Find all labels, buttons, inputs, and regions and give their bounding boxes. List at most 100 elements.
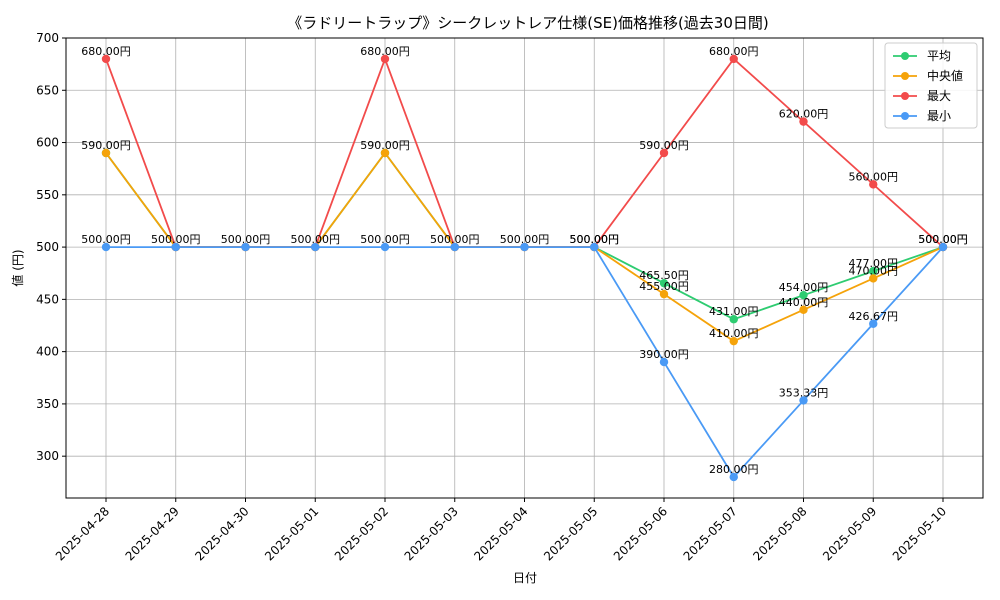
data-point [729, 472, 738, 482]
x-tick-label: 2025-05-03 [402, 504, 461, 563]
data-label: 560.00円 [849, 170, 899, 183]
data-point [659, 278, 669, 288]
y-tick-label: 500 [36, 240, 59, 254]
data-point [311, 242, 320, 252]
y-tick-label: 450 [36, 292, 59, 306]
x-tick-label: 2025-05-01 [262, 504, 321, 563]
x-axis: 2025-04-28 2025-04-29 2025-04-30 2025-05-01… [53, 498, 949, 563]
legend-label: 最小 [927, 109, 951, 123]
data-point [380, 54, 390, 64]
data-point [590, 242, 599, 252]
y-tick-label: 300 [36, 449, 59, 463]
data-point [659, 357, 669, 367]
data-label: 426.67円 [849, 310, 899, 323]
data-label: 500.00円 [918, 233, 968, 246]
x-tick-label: 2025-04-29 [123, 504, 182, 563]
data-label: 440.00円 [779, 296, 829, 309]
legend-label: 中央値 [927, 68, 963, 83]
data-point [729, 54, 738, 64]
legend-swatch-marker [901, 72, 909, 80]
legend-label: 平均 [927, 49, 951, 63]
data-point [938, 242, 948, 252]
data-label: 500.00円 [360, 233, 410, 246]
x-tick-label: 2025-05-06 [611, 504, 670, 563]
y-tick-label: 350 [36, 397, 59, 411]
y-axis-label: 値 (円) [10, 249, 25, 286]
data-label: 455.00円 [639, 280, 689, 293]
data-label: 680.00円 [360, 45, 410, 58]
legend-swatch-marker [901, 112, 909, 120]
data-label: 500.00円 [918, 233, 968, 246]
legend-swatch-marker [901, 52, 909, 60]
data-point [869, 180, 878, 189]
data-label: 500.00円 [570, 233, 620, 246]
data-label: 500.00円 [291, 233, 341, 246]
data-point [380, 242, 390, 252]
data-label: 500.00円 [570, 233, 620, 246]
data-point [799, 117, 808, 126]
data-label: 470.00円 [849, 264, 899, 277]
data-label: 500.00円 [500, 233, 550, 246]
data-label: 410.00円 [709, 327, 759, 340]
x-axis-label: 日付 [513, 571, 537, 585]
data-label: 500.00円 [81, 233, 131, 246]
y-tick-label: 700 [36, 31, 59, 45]
data-label: 477.00円 [849, 257, 899, 270]
data-label: 620.00円 [779, 108, 829, 121]
data-point [799, 290, 808, 300]
x-tick-label: 2025-05-05 [541, 504, 600, 563]
data-point [101, 242, 111, 252]
data-label: 590.00円 [639, 139, 689, 152]
grid [66, 37, 983, 498]
data-label: 500.00円 [430, 233, 480, 246]
data-label: 431.00円 [709, 305, 759, 318]
chart-title: 《ラドリートラップ》シークレットレア仕様(SE)価格推移(過去30日間) [287, 14, 769, 32]
data-point [450, 242, 459, 252]
data-label: 500.00円 [221, 233, 271, 246]
data-label: 680.00円 [709, 45, 759, 58]
data-point [869, 274, 878, 283]
series-layer [101, 54, 948, 482]
data-point [101, 54, 111, 64]
data-label: 590.00円 [81, 139, 131, 152]
x-tick-label: 2025-05-09 [820, 504, 879, 563]
legend-swatch-marker [901, 92, 909, 100]
data-point [659, 148, 669, 158]
data-label: 500.00円 [151, 233, 201, 246]
x-tick-label: 2025-05-02 [332, 504, 391, 563]
data-point [869, 319, 878, 328]
y-axis: 300 350 400 450 500 550 600 650 700 [36, 31, 66, 463]
x-tick-label: 2025-05-07 [681, 504, 740, 563]
data-point [380, 148, 390, 158]
data-point [659, 289, 669, 299]
data-point [729, 336, 738, 346]
data-label: 353.33円 [779, 386, 829, 399]
data-label: 390.00円 [639, 348, 689, 361]
data-point [799, 396, 808, 405]
x-tick-label: 2025-05-10 [890, 504, 949, 563]
data-point [799, 305, 808, 315]
data-point [241, 242, 250, 252]
data-label: 465.50円 [639, 269, 689, 282]
data-label: 454.00円 [779, 281, 829, 294]
legend-label: 最大 [927, 89, 951, 103]
data-point [729, 315, 738, 324]
data-label: 680.00円 [81, 45, 131, 58]
y-tick-label: 550 [36, 188, 59, 202]
data-label: 280.00円 [709, 463, 759, 476]
data-point [171, 242, 180, 252]
x-tick-label: 2025-05-04 [471, 504, 530, 563]
data-point [520, 242, 529, 252]
x-tick-label: 2025-04-30 [192, 504, 251, 563]
y-tick-label: 650 [36, 83, 59, 97]
y-tick-label: 400 [36, 345, 59, 359]
y-tick-label: 600 [36, 136, 59, 150]
x-tick-label: 2025-04-28 [53, 504, 112, 563]
data-point [101, 148, 111, 158]
data-point [869, 266, 878, 276]
legend-box [884, 42, 978, 129]
data-label: 590.00円 [360, 139, 410, 152]
x-tick-label: 2025-05-08 [750, 504, 809, 563]
